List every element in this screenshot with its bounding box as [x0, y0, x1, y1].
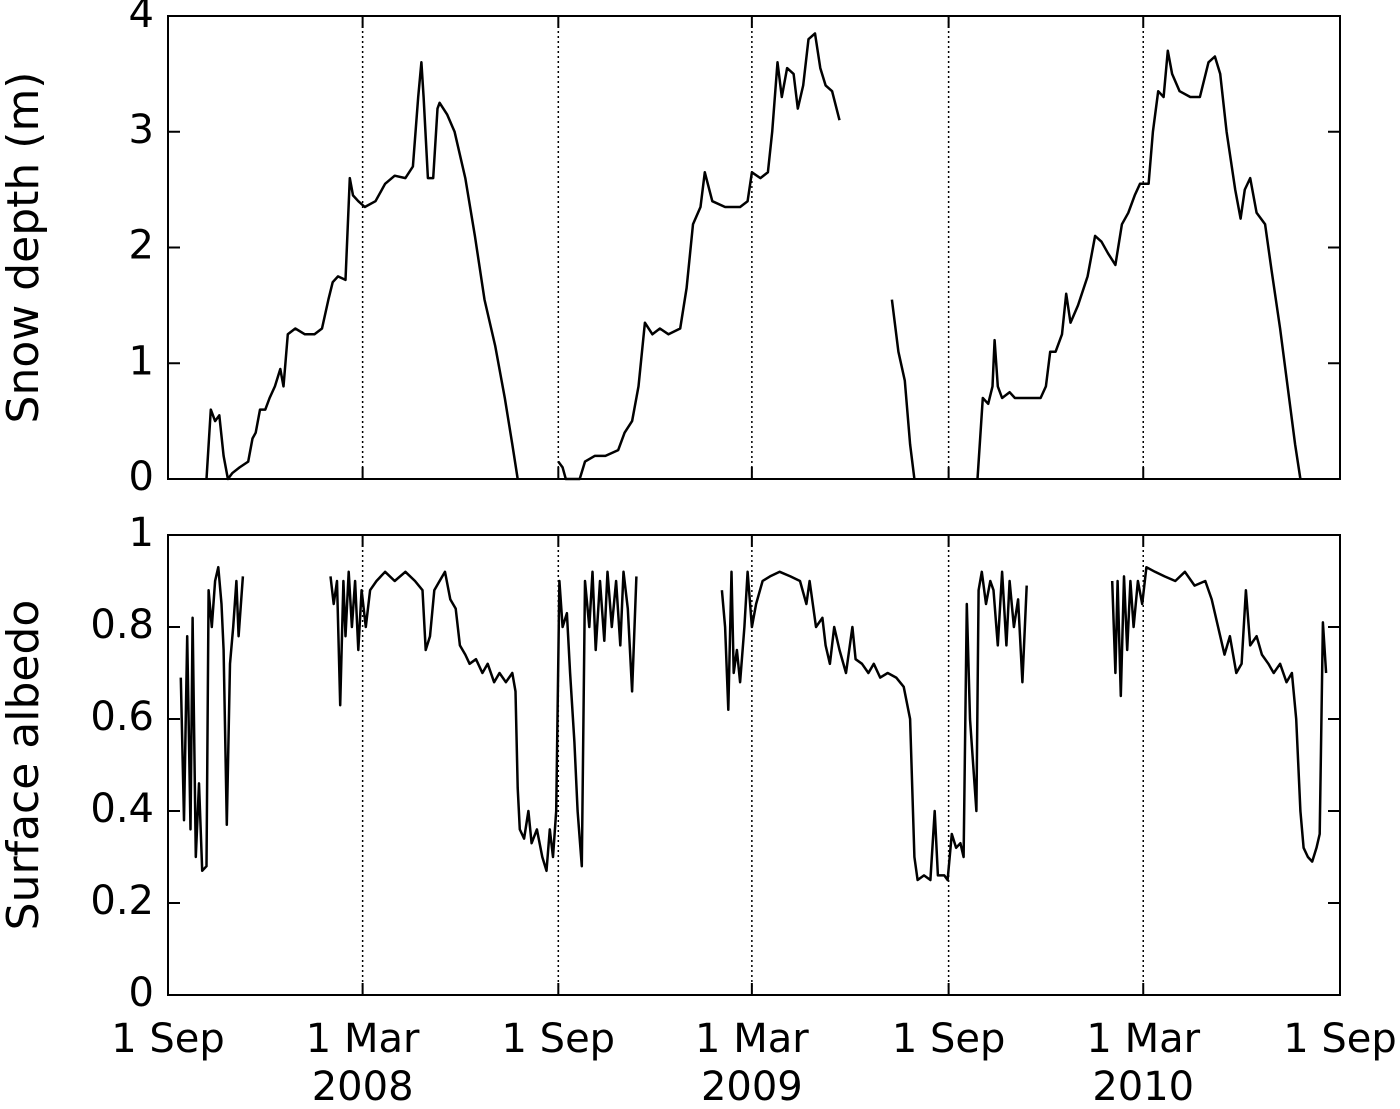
x-tick-label: 1 Mar — [306, 1016, 420, 1062]
x-tick-label: 1 Mar — [1086, 1016, 1200, 1062]
plot-frame — [167, 534, 1341, 996]
y-tick-label: 0.6 — [90, 694, 154, 740]
plot-frame — [167, 15, 1341, 480]
x-tick-label: 1 Sep — [111, 1016, 225, 1062]
x-tick-year: 2010 — [1092, 1064, 1194, 1109]
y-tick-label: 0 — [129, 970, 154, 1016]
x-tick-label: 1 Mar — [695, 1016, 809, 1062]
y-tick-label: 2 — [129, 223, 154, 269]
data-line — [205, 32, 1302, 481]
data-line — [179, 565, 1328, 882]
y-tick-label: 0.2 — [90, 878, 154, 924]
x-tick-label: 1 Sep — [1283, 1016, 1397, 1062]
x-tick-year: 2009 — [701, 1064, 803, 1109]
y-tick-label: 1 — [129, 510, 154, 556]
y-tick-label: 0 — [129, 454, 154, 500]
x-tick-label: 1 Sep — [502, 1016, 616, 1062]
x-tick-label: 1 Sep — [892, 1016, 1006, 1062]
y-tick-label: 0.4 — [90, 786, 154, 832]
y-tick-label: 0.8 — [90, 602, 154, 648]
y-tick-label: 4 — [129, 0, 154, 37]
x-tick-year: 2008 — [312, 1064, 414, 1109]
axis-title: Surface albedo — [0, 600, 49, 931]
y-tick-label: 3 — [129, 107, 154, 153]
axis-title: Snow depth (m) — [0, 72, 49, 424]
y-tick-label: 1 — [129, 338, 154, 384]
